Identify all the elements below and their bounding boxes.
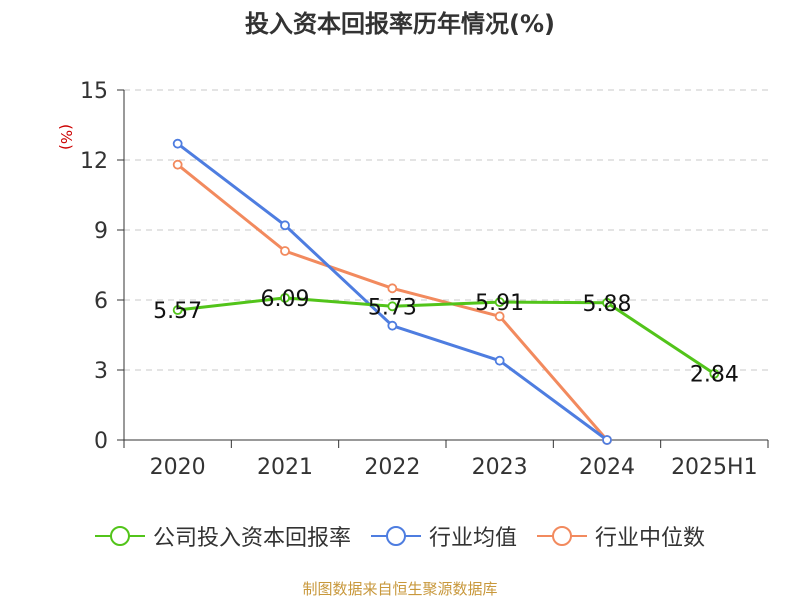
y-tick-label: 0 [94, 429, 108, 454]
series-company-point [387, 301, 398, 312]
series-industry-avg-point [172, 138, 183, 149]
data-label-company: 6.09 [261, 287, 310, 312]
series-industry-avg-point [602, 435, 612, 445]
legend-swatch-company [94, 526, 145, 546]
series-industry-median-point [172, 159, 183, 170]
series-industry-median-point [494, 311, 505, 322]
chart-title: 投入资本回报率历年情况(%) [245, 10, 555, 38]
legend-item-industry-median[interactable]: 行业中位数 [537, 520, 705, 552]
series-company-line [177, 296, 716, 375]
series-company-point [494, 297, 505, 308]
series-company-point [280, 292, 290, 303]
legend-item-company[interactable]: 公司投入资本回报率 [94, 520, 351, 552]
legend-label-company: 公司投入资本回报率 [152, 526, 351, 551]
y-tick-label: 9 [94, 219, 108, 244]
legend-swatch-industry-median [537, 526, 587, 546]
series-industry-avg-point [280, 220, 290, 231]
y-tick-label: 6 [94, 289, 108, 314]
legend-label-industry-median: 行业中位数 [595, 526, 706, 551]
series-company-point [709, 368, 720, 379]
series-company-point [172, 305, 183, 315]
legend: 公司投入资本回报率 行业均值 行业中位数 [0, 520, 800, 552]
data-label-company: 5.73 [368, 295, 417, 320]
x-tick-label: 2020 [150, 455, 206, 480]
data-label-company: 5.57 [153, 299, 202, 324]
x-tick-label: 2023 [472, 455, 528, 480]
y-tick-label: 12 [80, 149, 108, 174]
legend-swatch-industry-avg [370, 526, 421, 546]
x-tick-label: 2022 [364, 455, 420, 480]
x-tick-label: 2024 [579, 455, 635, 480]
legend-item-industry-avg[interactable]: 行业均值 [370, 520, 517, 552]
legend-label-industry-avg: 行业均值 [428, 526, 517, 551]
series-industry-avg-point [494, 355, 505, 366]
y-tick-label: 15 [80, 79, 108, 104]
series-industry-median-point [280, 246, 290, 256]
y-tick-label: 3 [94, 359, 108, 384]
series-industry-median-point [387, 283, 398, 294]
data-label-company: 2.84 [690, 363, 739, 388]
data-label-company: 5.91 [475, 291, 524, 316]
source-note: 制图数据来自恒生聚源数据库 [302, 580, 498, 598]
series-company-point [602, 297, 612, 308]
x-tick-label: 2021 [257, 455, 313, 480]
series-industry-avg-point [387, 320, 398, 331]
data-label-company: 5.88 [583, 292, 632, 317]
x-tick-label: 2025H1 [671, 455, 758, 480]
